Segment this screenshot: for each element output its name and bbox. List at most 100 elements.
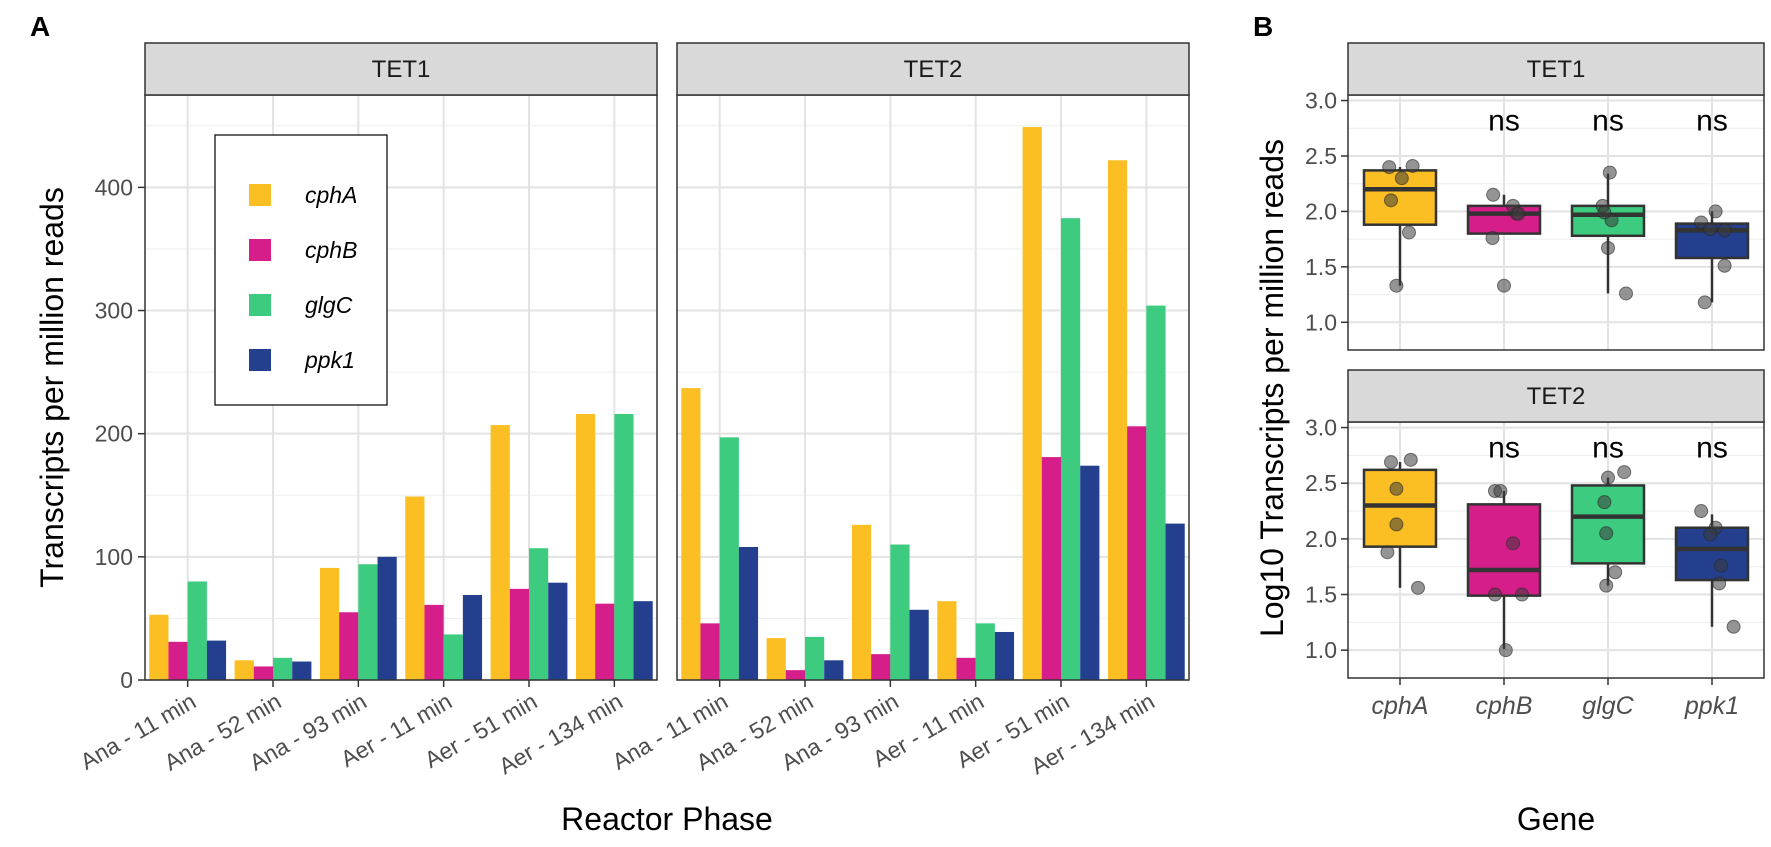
bar-cphA bbox=[234, 660, 254, 680]
legend-label: cphA bbox=[305, 182, 357, 208]
bar-cphA bbox=[405, 496, 425, 680]
y-tick-label: 2.0 bbox=[1305, 526, 1337, 552]
data-point-ppk1 bbox=[1717, 223, 1732, 238]
box-cphB bbox=[1466, 503, 1542, 597]
box-cphA bbox=[1362, 468, 1438, 548]
panel-a-label: A bbox=[30, 11, 50, 42]
legend-swatch-glgC bbox=[249, 294, 271, 316]
data-point-cphB bbox=[1511, 206, 1526, 221]
y-tick-label: 2.5 bbox=[1305, 470, 1337, 496]
facet-strip bbox=[676, 42, 1190, 96]
bar-cphB bbox=[956, 657, 976, 680]
x-axis-title: Reactor Phase bbox=[561, 801, 773, 837]
bar-cphB bbox=[595, 603, 615, 680]
bar-cphB bbox=[700, 623, 720, 680]
panel-background bbox=[677, 95, 1189, 680]
bar-glgC bbox=[529, 548, 549, 680]
data-point-cphB bbox=[1488, 587, 1502, 602]
bar-glgC bbox=[1146, 305, 1166, 680]
data-point-glgC bbox=[1601, 241, 1615, 255]
data-point-glgC bbox=[1619, 286, 1633, 301]
bar-ppk1 bbox=[738, 546, 759, 680]
data-point-cphB bbox=[1493, 484, 1508, 499]
bar-ppk1 bbox=[292, 661, 312, 680]
data-point-cphA bbox=[1394, 171, 1409, 186]
bar-ppk1 bbox=[994, 631, 1015, 680]
data-point-ppk1 bbox=[1697, 295, 1712, 310]
data-point-glgC bbox=[1597, 205, 1612, 220]
bar-glgC bbox=[805, 636, 825, 680]
bar-glgC bbox=[975, 623, 995, 680]
data-point-ppk1 bbox=[1726, 619, 1741, 634]
data-point-cphA bbox=[1380, 545, 1395, 560]
data-point-cphA bbox=[1403, 452, 1418, 467]
panel-b-label: B bbox=[1253, 11, 1273, 42]
bar-cphA bbox=[766, 638, 786, 680]
data-point-cphA bbox=[1389, 278, 1404, 293]
data-point-cphB bbox=[1498, 643, 1513, 658]
bar-ppk1 bbox=[1165, 523, 1185, 680]
box-cphB bbox=[1466, 204, 1542, 235]
bar-cphB bbox=[339, 612, 359, 680]
data-point-cphA bbox=[1382, 160, 1397, 175]
facet-strip bbox=[1347, 42, 1765, 96]
legend-box bbox=[214, 134, 388, 406]
bar-cphA bbox=[575, 413, 596, 680]
bar-ppk1 bbox=[548, 582, 568, 680]
data-point-cphA bbox=[1389, 517, 1404, 532]
significance-label-cphB: ns bbox=[1488, 104, 1520, 137]
bar-glgC bbox=[187, 581, 207, 680]
legend-label: cphB bbox=[305, 237, 357, 263]
data-point-glgC bbox=[1597, 495, 1612, 510]
bar-glgC bbox=[273, 657, 293, 680]
bar-ppk1 bbox=[462, 595, 483, 680]
x-tick-label: cphA bbox=[1372, 692, 1429, 720]
bar-glgC bbox=[358, 564, 378, 680]
bar-ppk1 bbox=[206, 640, 227, 680]
bar-cphB bbox=[1127, 426, 1147, 680]
bar-cphA bbox=[851, 524, 872, 680]
bar-ppk1 bbox=[633, 601, 653, 680]
legend-swatch-cphA bbox=[249, 184, 271, 206]
x-tick-label: glgC bbox=[1582, 692, 1634, 720]
data-point-cphA bbox=[1405, 158, 1420, 173]
bar-cphA bbox=[681, 388, 701, 680]
data-point-glgC bbox=[1599, 526, 1614, 541]
bar-cphB bbox=[509, 588, 529, 680]
legend-label: ppk1 bbox=[304, 347, 355, 373]
data-point-glgC bbox=[1602, 165, 1617, 180]
bar-cphA bbox=[490, 425, 510, 680]
y-tick-label: 1.5 bbox=[1305, 254, 1337, 280]
data-point-cphB bbox=[1506, 536, 1520, 551]
x-tick-label: cphB bbox=[1476, 692, 1533, 720]
y-tick-label: 300 bbox=[95, 298, 133, 324]
bar-cphB bbox=[1041, 457, 1061, 680]
x-tick-label: ppk1 bbox=[1684, 692, 1739, 720]
legend-swatch-cphB bbox=[249, 239, 271, 261]
y-tick-label: 2.5 bbox=[1305, 143, 1337, 169]
bar-cphB bbox=[785, 670, 805, 680]
significance-label-ppk1: ns bbox=[1696, 432, 1728, 465]
data-point-glgC bbox=[1599, 578, 1614, 593]
bar-cphA bbox=[1022, 127, 1042, 680]
y-tick-label: 1.0 bbox=[1305, 309, 1337, 335]
y-tick-label: 100 bbox=[95, 544, 133, 570]
data-point-cphA bbox=[1384, 193, 1398, 208]
data-point-ppk1 bbox=[1703, 527, 1718, 542]
facet-strip-label: TET2 bbox=[1527, 383, 1586, 410]
bar-cphB bbox=[253, 666, 273, 680]
data-point-cphA bbox=[1384, 455, 1398, 470]
bar-cphB bbox=[871, 654, 891, 680]
legend-swatch-ppk1 bbox=[249, 349, 271, 371]
data-point-ppk1 bbox=[1712, 576, 1727, 591]
y-tick-label: 3.0 bbox=[1305, 88, 1337, 114]
y-tick-label: 3.0 bbox=[1305, 415, 1337, 441]
bar-cphA bbox=[149, 614, 169, 680]
bar-ppk1 bbox=[1080, 465, 1100, 680]
y-axis-title: Transcripts per million reads bbox=[34, 187, 70, 588]
y-tick-label: 200 bbox=[95, 421, 133, 447]
bar-ppk1 bbox=[377, 556, 397, 680]
